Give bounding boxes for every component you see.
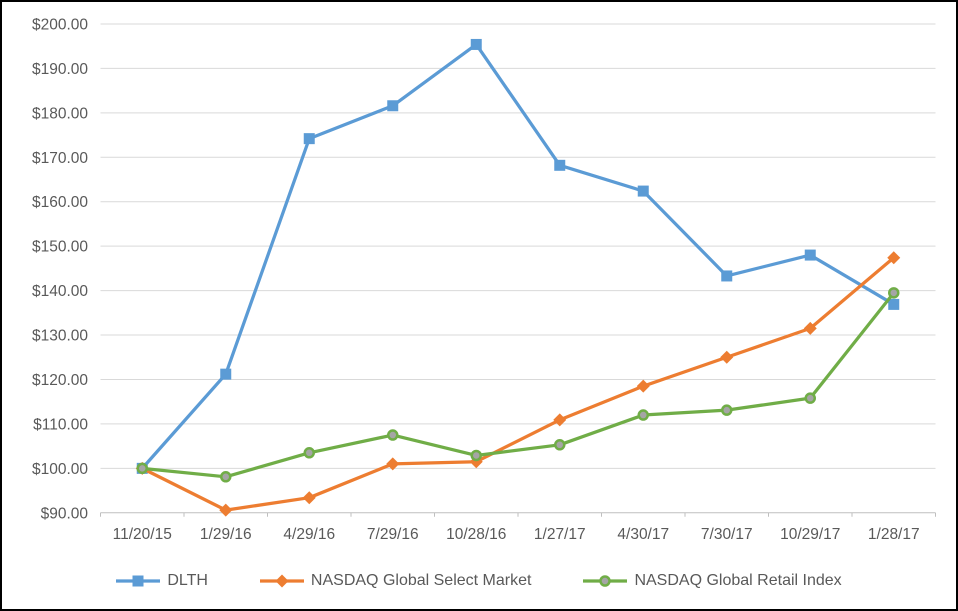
series-dlth-marker (637, 185, 649, 197)
series-nasdaq-global-retail-index-marker (804, 392, 816, 404)
y-axis-label: $150.00 (32, 239, 88, 256)
legend-line-square-icon (116, 575, 161, 587)
x-axis-label: 10/28/16 (446, 526, 506, 543)
series-dlth-marker (804, 249, 816, 261)
y-axis-label: $140.00 (32, 283, 88, 300)
series-nasdaq-global-retail-index-marker (554, 439, 566, 451)
y-axis-label: $200.00 (32, 17, 88, 34)
series-nasdaq-global-select-market-marker (887, 251, 901, 265)
y-axis-label: $110.00 (33, 416, 88, 433)
series-dlth-marker (888, 298, 900, 310)
x-axis-label: 4/30/17 (617, 526, 669, 543)
legend-label-nasdaq-global-retail-index: NASDAQ Global Retail Index (634, 572, 842, 589)
series-nasdaq-global-select-market-marker (302, 491, 316, 505)
legend-item-dlth: DLTH (116, 572, 208, 590)
series-dlth-line (140, 42, 896, 470)
y-axis-label: $90.00 (41, 505, 89, 522)
series-nasdaq-global-retail-index-marker (220, 471, 232, 483)
series-nasdaq-global-retail-index-marker (470, 449, 482, 462)
x-axis-label: 1/28/17 (868, 526, 920, 543)
series-nasdaq-global-select-market-marker (803, 321, 817, 335)
series-dlth-marker (470, 38, 482, 50)
series-nasdaq-global-retail-index-marker (387, 429, 399, 441)
series-dlth-marker (220, 368, 232, 380)
x-axis-label: 1/27/17 (534, 526, 586, 543)
legend: DLTH NASDAQ Global Select Market NASDAQ … (2, 564, 956, 598)
series-nasdaq-global-select-market-line (140, 256, 896, 512)
y-axis-label: $130.00 (32, 328, 88, 345)
series-nasdaq-global-select-market-marker (720, 350, 734, 364)
series-nasdaq-global-retail-index-marker (637, 409, 649, 421)
x-axis-label: 1/29/16 (200, 526, 252, 543)
series-nasdaq-global-retail-index-marker (303, 447, 315, 459)
x-axis-label: 7/30/17 (701, 526, 753, 543)
series-dlth-marker (721, 270, 733, 282)
series-nasdaq-global-select-market-marker (386, 457, 400, 471)
x-axis-label: 10/29/17 (780, 526, 840, 543)
series-dlth-marker (303, 133, 315, 145)
y-axis-label: $100.00 (32, 461, 88, 478)
series-dlth-marker (387, 100, 399, 112)
legend-marker (599, 575, 612, 587)
series-nasdaq-global-retail-index-marker (721, 404, 733, 416)
series-nasdaq-global-select-market-marker (553, 413, 567, 427)
y-axis-label: $170.00 (32, 150, 88, 167)
legend-marker (132, 575, 144, 587)
y-axis-label: $120.00 (32, 372, 88, 389)
series-nasdaq-global-retail-index-marker (888, 287, 900, 299)
legend-marker (275, 574, 289, 588)
legend-item-nasdaq-global-select-market: NASDAQ Global Select Market (259, 572, 532, 590)
series-dlth-marker (554, 159, 566, 171)
y-axis-label: $160.00 (32, 194, 88, 211)
legend-label-nasdaq-global-select-market: NASDAQ Global Select Market (310, 572, 532, 589)
y-axis-label: $180.00 (32, 105, 88, 122)
series-nasdaq-global-select-market-marker (636, 379, 650, 393)
legend-line-diamond-icon (259, 574, 304, 588)
series-nasdaq-global-retail-index-line (140, 291, 896, 479)
legend-line-circle-icon (583, 575, 628, 587)
legend-label-dlth: DLTH (167, 572, 208, 589)
series-nasdaq-global-retail-index-marker (136, 462, 148, 475)
legend-item-nasdaq-global-retail-index: NASDAQ Global Retail Index (583, 572, 842, 590)
y-axis-label: $190.00 (32, 61, 88, 78)
x-axis-label: 4/29/16 (283, 526, 335, 543)
series-nasdaq-global-select-market-marker (219, 503, 233, 517)
x-axis-label: 7/29/16 (367, 526, 419, 543)
x-axis-label: 11/20/15 (113, 526, 172, 543)
